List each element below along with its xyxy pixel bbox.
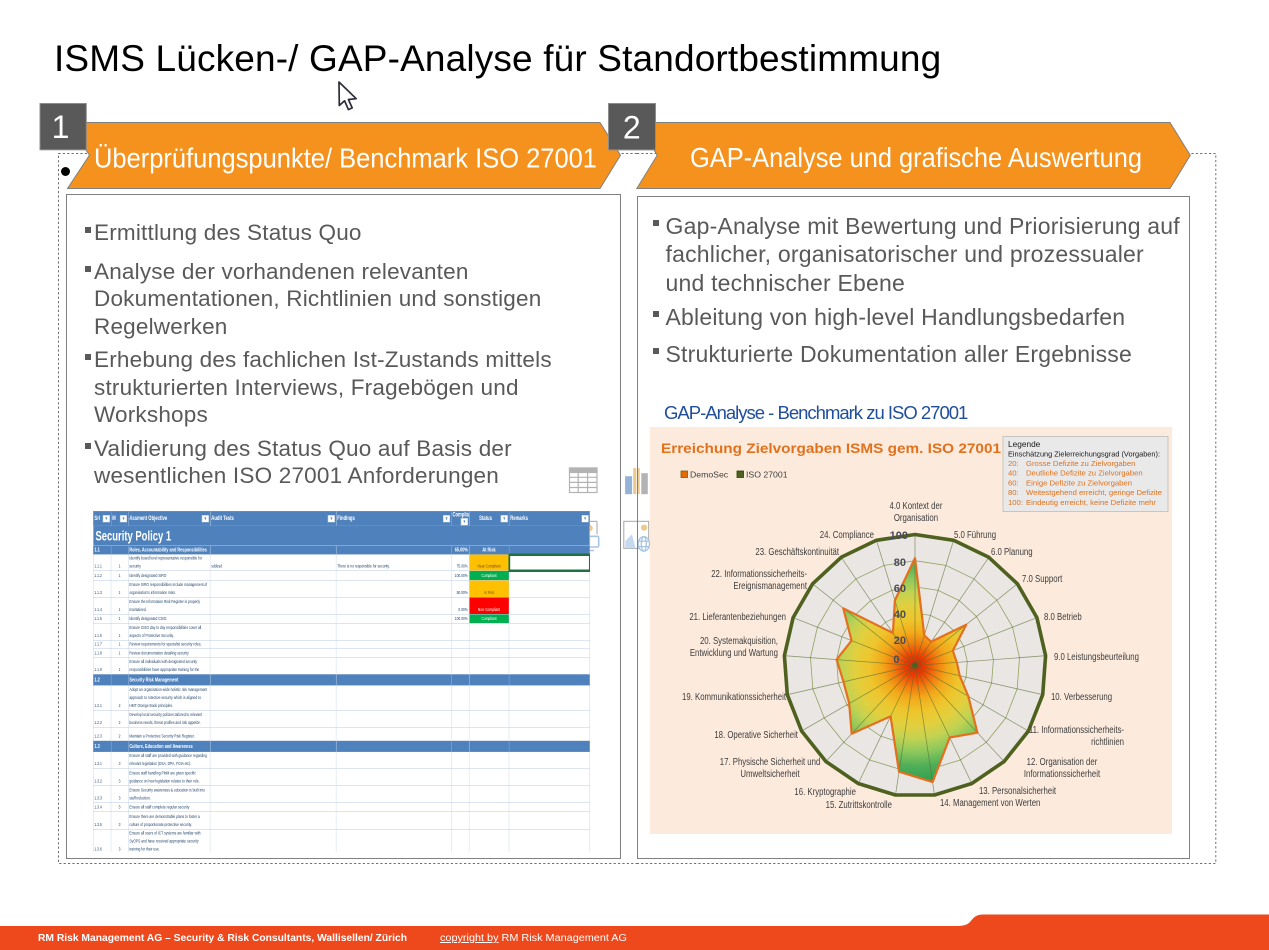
svg-text:Entwicklung und Wartung: Entwicklung und Wartung bbox=[690, 647, 778, 658]
svg-text:100:Eindeutig erreicht, keine: 100: Eindeutig erreicht, keine Defizite m… bbox=[1008, 498, 1156, 507]
svg-text:80:Weitestgehend erreicht, ger: 80: Weitestgehend erreicht, geringe Defiz… bbox=[1008, 488, 1162, 497]
svg-text:24. Compliance: 24. Compliance bbox=[820, 529, 874, 540]
svg-text:1: 1 bbox=[52, 109, 70, 145]
svg-text:21. Lieferantenbeziehungen: 21. Lieferantenbeziehungen bbox=[689, 611, 786, 622]
svg-text:Legende: Legende bbox=[1008, 439, 1041, 449]
svg-text:2: 2 bbox=[623, 110, 641, 146]
svg-text:60: 60 bbox=[894, 583, 906, 595]
svg-text:13. Personalsicherheit: 13. Personalsicherheit bbox=[979, 785, 1057, 796]
svg-text:22. Informationssicherheits-: 22. Informationssicherheits- bbox=[711, 568, 807, 579]
svg-text:Informationssicherheit: Informationssicherheit bbox=[1024, 768, 1101, 779]
svg-text:4.0 Kontext der: 4.0 Kontext der bbox=[890, 500, 943, 511]
svg-text:20. Systemakquisition,: 20. Systemakquisition, bbox=[700, 635, 778, 646]
svg-text:20: 20 bbox=[894, 635, 906, 647]
svg-text:60:Einige Defizite zu Zielvorg: 60: Einige Defizite zu Zielvorgaben bbox=[1008, 478, 1132, 487]
svg-text:23. Geschäftskontinuität: 23. Geschäftskontinuität bbox=[755, 546, 839, 557]
svg-text:11. Informationssicherheits-: 11. Informationssicherheits- bbox=[1029, 724, 1124, 735]
svg-text:6.0 Planung: 6.0 Planung bbox=[991, 546, 1033, 557]
svg-text:Überprüfungspunkte/ Benchmark: Überprüfungspunkte/ Benchmark ISO 27001 bbox=[94, 143, 597, 174]
svg-text:20:Grosse Defizite zu Zielvorg: 20: Grosse Defizite zu Zielvorgaben bbox=[1008, 459, 1135, 468]
svg-text:ISO 27001: ISO 27001 bbox=[746, 470, 788, 480]
svg-text:Einschätzung Zielerreichungsgr: Einschätzung Zielerreichungsgrad (Vorgab… bbox=[1008, 450, 1160, 459]
svg-text:9.0 Leistungsbeurteilung: 9.0 Leistungsbeurteilung bbox=[1054, 651, 1139, 662]
svg-text:5.0 Führung: 5.0 Führung bbox=[954, 529, 996, 540]
svg-text:10. Verbesserung: 10. Verbesserung bbox=[1051, 691, 1112, 702]
svg-text:18. Operative Sicherheit: 18. Operative Sicherheit bbox=[714, 729, 798, 740]
svg-text:GAP-Analyse und grafische Ausw: GAP-Analyse und grafische Auswertung bbox=[690, 142, 1142, 173]
svg-text:Erreichung Zielvorgaben ISMS g: Erreichung Zielvorgaben ISMS gem. ISO 27… bbox=[661, 440, 1001, 456]
svg-text:80: 80 bbox=[894, 557, 906, 569]
svg-text:14. Management von Werten: 14. Management von Werten bbox=[940, 797, 1040, 808]
svg-text:copyright by RM Risk Managemen: copyright by RM Risk Management AG bbox=[440, 933, 627, 944]
svg-text:17. Physische Sicherheit und: 17. Physische Sicherheit und bbox=[720, 756, 821, 767]
svg-text:0: 0 bbox=[893, 654, 899, 666]
svg-text:100: 100 bbox=[890, 530, 908, 542]
svg-text:19. Kommunikationssicherheit: 19. Kommunikationssicherheit bbox=[682, 691, 786, 702]
svg-text:7.0 Support: 7.0 Support bbox=[1022, 573, 1063, 584]
svg-text:DemoSec: DemoSec bbox=[690, 470, 729, 480]
svg-text:12. Organisation der: 12. Organisation der bbox=[1027, 756, 1098, 767]
svg-text:40:Deutliche Defizite zu Zielv: 40: Deutliche Defizite zu Zielvorgaben bbox=[1008, 469, 1143, 478]
svg-text:16. Kryptographie: 16. Kryptographie bbox=[794, 786, 856, 797]
svg-text:Organisation: Organisation bbox=[894, 512, 938, 523]
svg-text:Ereignismanagement: Ereignismanagement bbox=[733, 580, 807, 591]
svg-text:8.0 Betrieb: 8.0 Betrieb bbox=[1044, 611, 1082, 622]
svg-text:15. Zutrittskontrolle: 15. Zutrittskontrolle bbox=[826, 799, 892, 810]
svg-text:richtlinien: richtlinien bbox=[1091, 736, 1124, 747]
svg-text:40: 40 bbox=[894, 609, 906, 621]
svg-text:Umweltsicherheit: Umweltsicherheit bbox=[740, 768, 800, 779]
svg-text:RM Risk Management AG – Securi: RM Risk Management AG – Security & Risk … bbox=[38, 933, 407, 944]
